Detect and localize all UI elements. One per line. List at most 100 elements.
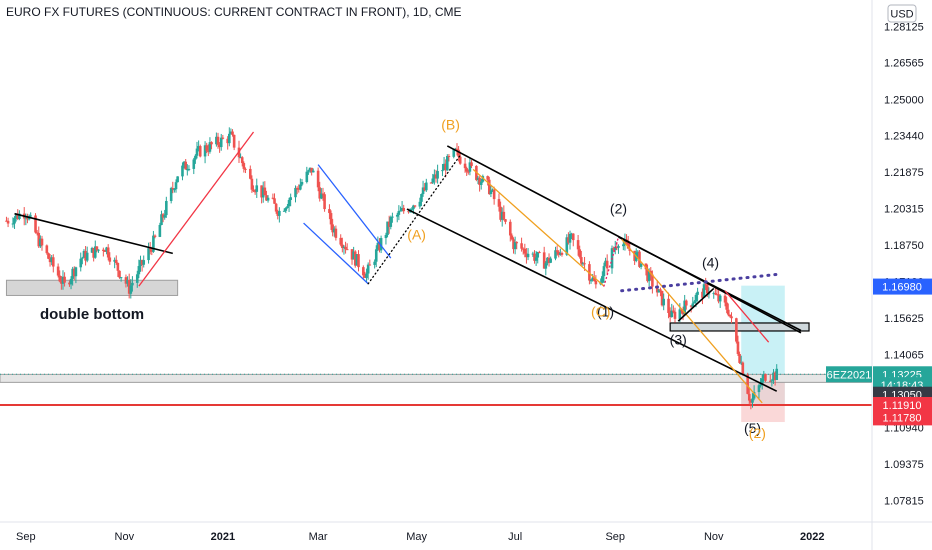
dotted-line-2[interactable] xyxy=(603,236,620,287)
dotted-line-0[interactable] xyxy=(620,272,779,293)
candle xyxy=(226,136,229,150)
trendline-2[interactable] xyxy=(303,222,369,285)
candle-body xyxy=(389,217,393,227)
candle-body xyxy=(116,262,120,271)
candle xyxy=(691,296,695,308)
candle xyxy=(242,161,246,173)
candle-body xyxy=(95,246,99,251)
candle-body xyxy=(510,235,514,240)
candle-body xyxy=(368,264,372,266)
candle-body xyxy=(286,206,289,208)
y-tick-label: 1.15625 xyxy=(884,313,924,325)
candle xyxy=(203,141,207,164)
candle-body xyxy=(546,257,549,264)
candle-body xyxy=(681,310,685,315)
candle xyxy=(423,183,426,192)
candle xyxy=(194,154,197,164)
candle xyxy=(171,181,175,194)
candle xyxy=(667,292,670,319)
candle xyxy=(644,263,648,276)
candle xyxy=(770,378,774,387)
candle-body xyxy=(515,242,519,244)
candle-body xyxy=(126,279,129,284)
candle xyxy=(248,165,252,180)
candle xyxy=(379,235,383,254)
candle xyxy=(284,206,288,214)
candle-body xyxy=(84,250,87,261)
candle-body xyxy=(287,199,291,207)
candle-body xyxy=(667,298,670,314)
candle xyxy=(659,287,662,297)
candle-body xyxy=(350,249,354,260)
candle-body xyxy=(478,177,481,185)
candle-body xyxy=(391,216,394,218)
candle-body xyxy=(311,170,315,173)
candle-body xyxy=(328,209,331,214)
trendline-7[interactable] xyxy=(472,168,605,287)
candle xyxy=(221,134,225,140)
candle xyxy=(712,291,716,299)
dotted-line-1[interactable] xyxy=(367,154,461,285)
candle xyxy=(182,160,186,169)
currency-button[interactable]: USD xyxy=(887,4,917,23)
trendline-10[interactable] xyxy=(677,287,715,322)
candle-body xyxy=(255,185,259,192)
candle xyxy=(345,243,349,251)
candle-body xyxy=(418,201,422,207)
candle xyxy=(142,255,146,268)
candle-body xyxy=(231,131,234,135)
candle-body xyxy=(657,289,661,293)
candle xyxy=(103,249,107,252)
trendline-1[interactable] xyxy=(138,131,255,287)
trendline-6[interactable] xyxy=(618,236,802,332)
candle xyxy=(187,165,191,172)
candle-body xyxy=(712,293,716,295)
candle xyxy=(81,256,84,265)
y-tick-label: 1.25000 xyxy=(884,94,924,106)
candle xyxy=(174,179,178,193)
candle-body xyxy=(502,211,506,220)
trendline-0[interactable] xyxy=(14,212,173,255)
candle-body xyxy=(570,233,573,235)
candle-body xyxy=(717,294,720,302)
candle xyxy=(738,351,741,364)
trendline-3[interactable] xyxy=(317,164,392,259)
candle xyxy=(672,305,675,314)
trendline-5[interactable] xyxy=(406,208,778,392)
candle-body xyxy=(61,276,65,284)
candle-body xyxy=(567,237,570,243)
candle xyxy=(352,246,355,260)
candle xyxy=(718,294,722,308)
candle-body xyxy=(208,142,212,152)
candle xyxy=(420,193,423,207)
trendline-9[interactable] xyxy=(724,290,770,343)
candle xyxy=(289,193,292,207)
trendline-8[interactable] xyxy=(621,238,763,404)
candle xyxy=(334,225,338,241)
x-tick-label: Nov xyxy=(115,531,135,543)
candle xyxy=(40,235,44,251)
candle-body xyxy=(400,207,404,211)
candle xyxy=(723,292,727,307)
candle xyxy=(487,176,491,195)
candle xyxy=(500,207,504,227)
candle xyxy=(623,233,627,251)
candle-body xyxy=(602,266,606,277)
candle xyxy=(547,253,551,267)
candle xyxy=(11,217,15,228)
candle xyxy=(468,158,472,176)
time-axis[interactable]: Sep Nov 2021 Mar May Jul Sep Nov 2022 xyxy=(16,531,824,543)
candle-body xyxy=(531,253,535,255)
candle xyxy=(421,180,425,197)
candle-body xyxy=(559,253,562,255)
candle-body xyxy=(192,159,196,169)
candle xyxy=(639,263,643,270)
candle-body xyxy=(341,244,344,249)
candle-body xyxy=(576,240,580,250)
y-tick-label: 1.14065 xyxy=(884,350,924,362)
candle xyxy=(176,176,179,183)
trendlines[interactable] xyxy=(14,131,802,404)
price-badge-label: 1.11910 xyxy=(883,400,922,412)
